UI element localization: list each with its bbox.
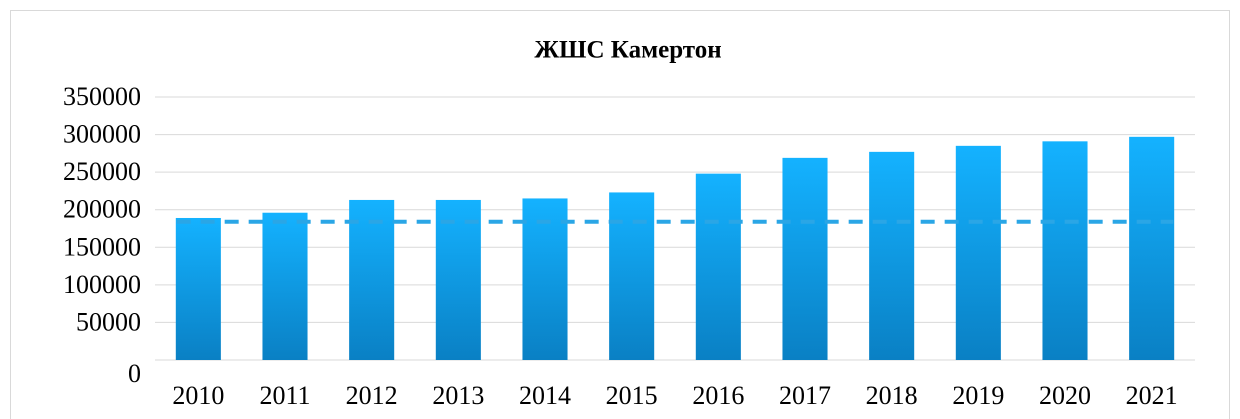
bar [869,151,915,360]
bar [955,145,1001,360]
y-tick-label: 350000 [63,82,141,111]
x-tick-label: 2011 [259,381,310,410]
bar [262,212,308,360]
y-tick-label: 300000 [63,120,141,149]
bar [435,199,481,360]
bar [695,173,741,360]
bar [1129,136,1175,360]
bar [782,157,828,360]
chart-border [10,10,1230,419]
x-tick-label: 2021 [1126,381,1178,410]
bar [522,198,568,360]
chart-title: ЖШС Камертон [534,37,721,64]
x-tick-label: 2013 [432,381,484,410]
bar [349,199,395,360]
y-tick-label: 200000 [63,195,141,224]
x-tick-label: 2017 [779,381,831,410]
y-tick-label: 0 [128,359,141,388]
x-tick-label: 2016 [692,381,744,410]
x-tick-label: 2014 [519,381,571,410]
x-tick-label: 2015 [606,381,658,410]
x-tick-label: 2019 [952,381,1004,410]
y-tick-label: 50000 [76,307,141,336]
y-tick-label: 100000 [63,270,141,299]
x-tick-label: 2020 [1039,381,1091,410]
bar [1042,141,1088,360]
y-tick-label: 250000 [63,157,141,186]
x-tick-label: 2010 [172,381,224,410]
x-tick-label: 2012 [346,381,398,410]
x-tick-label: 2018 [866,381,918,410]
y-tick-label: 150000 [63,232,141,261]
bar [609,192,655,360]
bar [175,217,221,360]
